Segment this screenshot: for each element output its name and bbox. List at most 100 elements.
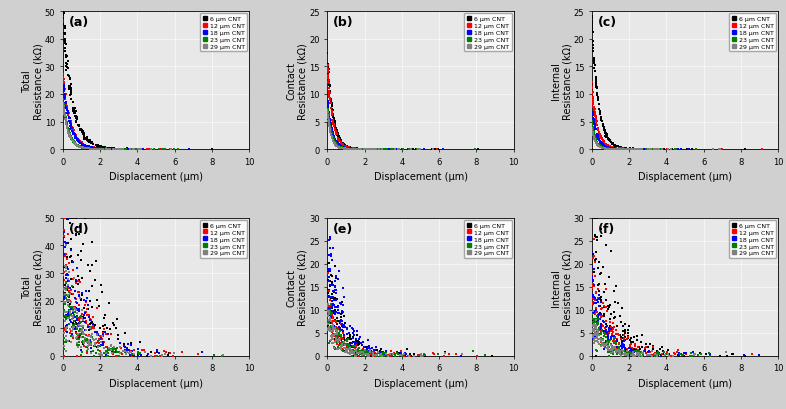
Point [62, 278, 75, 284]
Point [321, 112, 334, 119]
Point [68, 288, 81, 294]
Point [329, 130, 342, 136]
Point [332, 144, 344, 151]
Point [322, 118, 335, 125]
Point [57, 16, 70, 22]
Point [332, 137, 344, 144]
Point [589, 112, 601, 118]
Point [347, 343, 360, 350]
Point [593, 139, 606, 145]
Point [389, 351, 402, 357]
Point [323, 235, 336, 241]
Point [84, 339, 97, 346]
Point [67, 128, 79, 134]
Point [340, 146, 352, 152]
Point [85, 324, 97, 330]
Point [589, 295, 601, 301]
Point [61, 105, 74, 112]
Point [361, 146, 373, 153]
Point [616, 332, 629, 338]
Point [59, 326, 72, 333]
Point [329, 295, 341, 302]
Point [59, 253, 72, 260]
Point [322, 306, 335, 312]
Point [57, 227, 70, 234]
Point [81, 336, 94, 342]
Point [597, 346, 610, 353]
Point [68, 276, 80, 282]
Point [61, 215, 74, 222]
Point [86, 321, 99, 328]
Point [63, 303, 75, 310]
Point [120, 347, 133, 354]
Point [322, 290, 335, 296]
Point [336, 342, 348, 348]
Point [72, 315, 84, 321]
Point [63, 288, 75, 294]
Point [107, 346, 119, 353]
Y-axis label: Contact
Resistance (kΩ): Contact Resistance (kΩ) [286, 43, 308, 119]
Point [75, 130, 88, 136]
Point [350, 344, 362, 350]
Point [357, 146, 369, 153]
Point [62, 240, 75, 247]
Point [64, 291, 76, 298]
Point [321, 319, 334, 326]
Point [592, 281, 604, 288]
Point [613, 146, 626, 153]
Point [602, 146, 615, 153]
Point [64, 134, 76, 140]
Point [328, 135, 340, 142]
Point [614, 351, 626, 357]
Point [65, 89, 78, 95]
Point [597, 145, 610, 152]
Point [333, 318, 346, 324]
Point [324, 236, 336, 243]
Point [350, 146, 362, 153]
Point [65, 124, 78, 130]
Point [72, 289, 84, 296]
Point [96, 353, 108, 359]
Point [341, 146, 354, 153]
Point [323, 92, 336, 99]
Point [378, 352, 391, 359]
Point [75, 297, 88, 303]
Point [594, 139, 607, 145]
Point [81, 144, 94, 151]
Point [85, 144, 97, 151]
Point [68, 139, 80, 146]
Point [76, 290, 89, 297]
Point [75, 330, 88, 337]
Point [608, 146, 620, 153]
Point [75, 353, 88, 359]
Point [338, 146, 351, 152]
Point [326, 335, 339, 342]
Point [589, 107, 601, 113]
Point [591, 139, 604, 146]
Point [352, 345, 365, 351]
Point [631, 146, 644, 153]
Point [612, 146, 624, 153]
Point [589, 233, 601, 239]
Point [608, 146, 620, 153]
Point [64, 304, 76, 311]
Point [64, 89, 77, 95]
Point [116, 351, 129, 358]
Point [341, 347, 354, 353]
Point [592, 265, 604, 272]
Point [123, 348, 136, 355]
Point [640, 341, 652, 347]
Point [373, 146, 386, 153]
Point [77, 142, 90, 149]
Point [92, 333, 105, 339]
Point [376, 146, 388, 153]
Point [627, 349, 640, 355]
Point [58, 301, 71, 307]
Point [634, 146, 647, 153]
Point [322, 278, 335, 284]
Point [328, 333, 340, 339]
Point [337, 146, 350, 152]
Point [69, 321, 82, 327]
Point [395, 350, 407, 357]
Point [64, 133, 76, 139]
